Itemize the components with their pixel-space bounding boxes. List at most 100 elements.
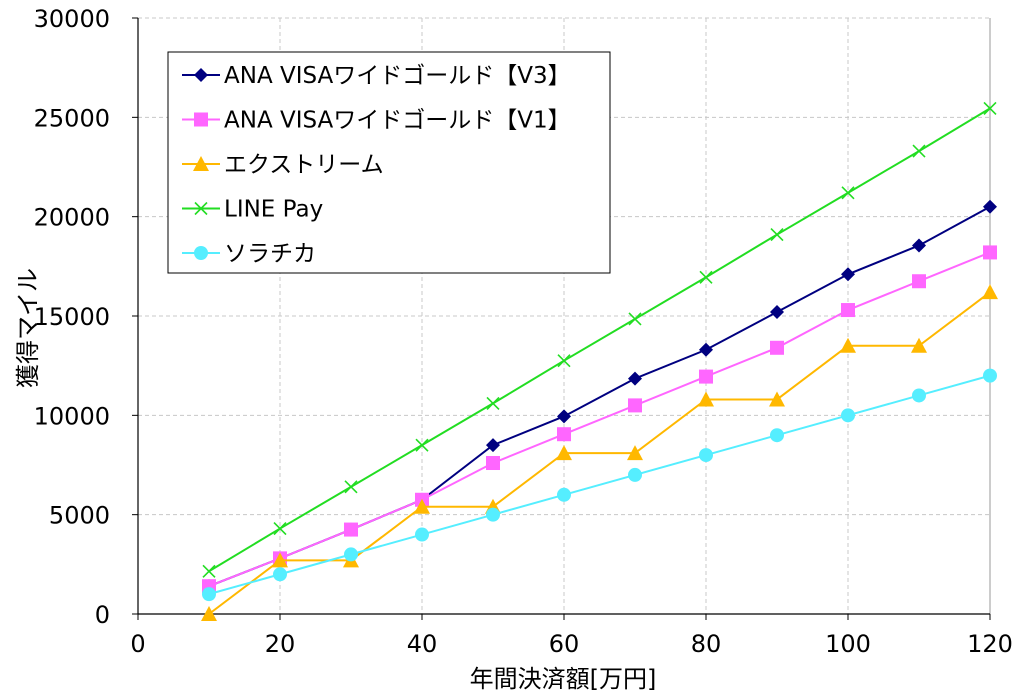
data-point (911, 337, 927, 353)
data-point (415, 527, 429, 542)
data-point (912, 388, 926, 403)
axes: 0 20 40 60 80 100 120 0 5000 10000 15000 20000 25000… (34, 5, 1013, 658)
data-point (770, 428, 784, 443)
data-point (912, 274, 926, 289)
data-point (912, 144, 926, 158)
data-point (769, 391, 785, 407)
data-point-stroke (841, 186, 855, 200)
legend-item: ANA VISAワイドゴールド【V3】 (182, 63, 571, 89)
data-point (344, 522, 358, 537)
y-tick-label: 15000 (34, 303, 110, 331)
data-point (983, 101, 997, 115)
data-point (556, 445, 572, 461)
data-point (770, 305, 784, 320)
data-point (194, 112, 208, 127)
series-5 (202, 368, 997, 602)
data-point-stroke (344, 480, 358, 494)
data-point (628, 371, 642, 386)
data-point (194, 68, 208, 82)
data-point (983, 245, 997, 260)
data-point (486, 456, 500, 471)
data-point (557, 354, 571, 368)
data-point (770, 227, 784, 242)
data-point (628, 312, 642, 326)
data-point-stroke (415, 438, 429, 452)
data-point (557, 427, 571, 442)
data-point-stroke (770, 227, 784, 242)
data-point (983, 368, 997, 383)
series-line (208, 107, 991, 573)
x-tick-label: 40 (407, 630, 438, 658)
x-tick-label: 60 (549, 630, 580, 658)
data-point (414, 498, 430, 514)
data-point (841, 408, 855, 423)
data-point (486, 396, 500, 410)
legend-label: LINE Pay (224, 197, 323, 223)
data-point (840, 337, 856, 353)
data-point (698, 391, 714, 407)
data-point (193, 156, 209, 171)
data-point (628, 467, 642, 482)
data-point (344, 547, 358, 562)
data-point (202, 587, 216, 602)
data-point (628, 398, 642, 413)
data-point-stroke (273, 522, 287, 536)
data-point (273, 567, 287, 582)
y-axis-title: 獲得マイル (14, 268, 42, 388)
data-point-stroke (912, 144, 926, 158)
legend-label: ANA VISAワイドゴールド【V3】 (224, 63, 571, 89)
legend-item: ソラチカ (182, 241, 316, 267)
data-point-stroke (486, 396, 500, 410)
data-point (699, 448, 713, 463)
data-point (770, 340, 784, 355)
x-tick-label: 0 (130, 630, 145, 658)
data-point (194, 201, 208, 216)
data-point (202, 564, 216, 578)
data-point (699, 270, 713, 284)
legend-label: エクストリーム (224, 152, 384, 178)
legend: ANA VISAワイドゴールド【V3】 ANA VISAワイドゴールド【V1】エク… (167, 51, 611, 274)
data-point (841, 303, 855, 318)
data-point (415, 438, 429, 452)
legend-item: LINE Pay (182, 197, 323, 223)
data-point (273, 522, 287, 536)
data-point (557, 487, 571, 502)
data-point (344, 480, 358, 494)
y-tick-label: 0 (95, 601, 110, 629)
data-point (841, 186, 855, 200)
series-4 (202, 101, 997, 578)
data-point (194, 246, 208, 260)
data-point (201, 606, 217, 621)
x-axis-title: 年間決済額[万円] (470, 665, 657, 693)
series-lines (201, 101, 998, 621)
legend-label: ANA VISAワイドゴールド【V1】 (224, 108, 571, 134)
data-point (627, 445, 643, 461)
data-point (486, 507, 500, 522)
series-2 (202, 245, 997, 594)
data-point-stroke (202, 564, 216, 578)
data-point (841, 267, 855, 282)
legend-label: ソラチカ (224, 241, 316, 267)
data-point (983, 199, 997, 214)
data-point (982, 284, 998, 300)
series-line (208, 251, 991, 588)
x-tick-label: 80 (691, 630, 722, 658)
data-point-stroke (699, 270, 713, 284)
data-point (272, 552, 288, 568)
data-point (912, 238, 926, 253)
data-point-stroke (557, 354, 571, 368)
legend-item: エクストリーム (182, 152, 384, 178)
y-tick-label: 10000 (34, 402, 110, 430)
y-tick-label: 25000 (34, 104, 110, 132)
series-3 (201, 284, 998, 621)
y-tick-label: 20000 (34, 204, 110, 232)
y-tick-label: 30000 (34, 5, 110, 33)
data-point-stroke (628, 312, 642, 326)
x-tick-label: 100 (825, 630, 871, 658)
data-point (699, 369, 713, 384)
data-point (699, 342, 713, 357)
legend-box (167, 51, 611, 274)
legend-item: ANA VISAワイドゴールド【V1】 (182, 108, 571, 134)
data-point (486, 438, 500, 453)
